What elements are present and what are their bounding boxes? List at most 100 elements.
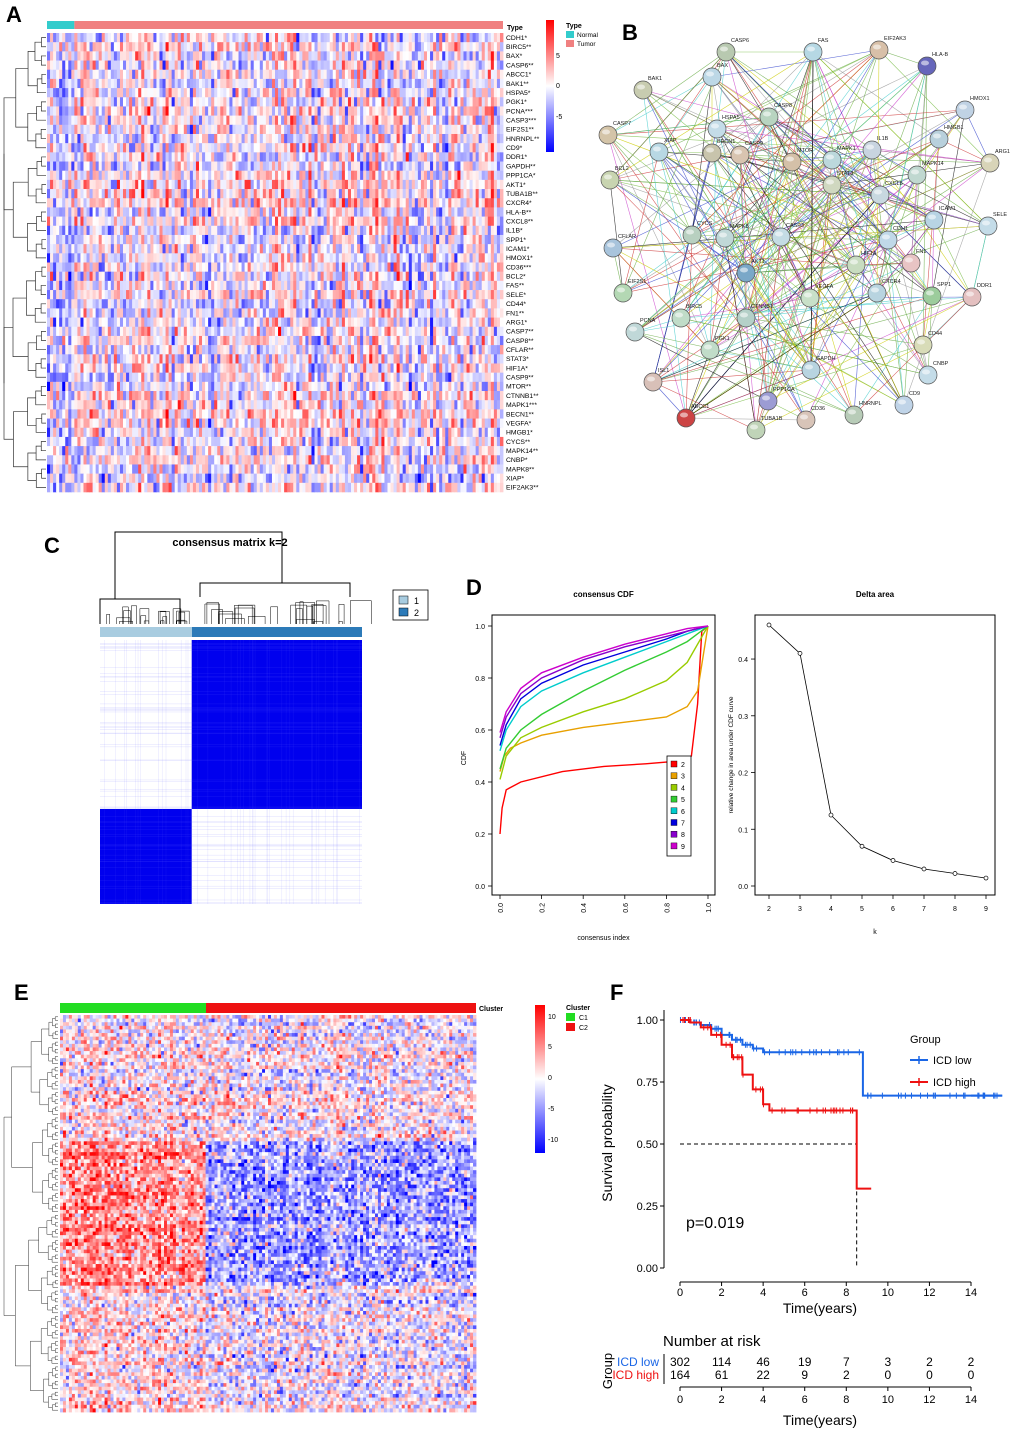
heat-cell bbox=[375, 299, 378, 308]
heat-cell bbox=[77, 106, 80, 115]
heat-cell bbox=[287, 143, 290, 152]
heat-cell bbox=[387, 217, 390, 226]
heat-cell bbox=[214, 281, 217, 290]
heat-cell bbox=[117, 198, 120, 207]
heat-cell bbox=[99, 171, 102, 180]
heat-cell bbox=[327, 244, 330, 253]
heat-cell bbox=[296, 116, 299, 125]
heat-cell bbox=[375, 217, 378, 226]
heat-cell bbox=[299, 207, 302, 216]
heat-cell bbox=[372, 134, 375, 143]
heat-cell bbox=[439, 106, 442, 115]
heat-cell bbox=[357, 207, 360, 216]
heat-cell bbox=[327, 162, 330, 171]
heat-cell bbox=[217, 70, 220, 79]
heat-cell bbox=[412, 134, 415, 143]
heat-cell bbox=[220, 281, 223, 290]
heat-cell bbox=[400, 253, 403, 262]
heat-cell bbox=[324, 162, 327, 171]
heat-cell bbox=[315, 198, 318, 207]
heat-cell bbox=[284, 281, 287, 290]
heat-cell bbox=[372, 207, 375, 216]
heat-cell bbox=[71, 272, 74, 281]
heat-cell bbox=[318, 180, 321, 189]
heat-cell bbox=[159, 308, 162, 317]
heat-cell bbox=[232, 88, 235, 97]
heat-cell bbox=[68, 79, 71, 88]
heat-cell bbox=[500, 162, 503, 171]
heat-cell bbox=[363, 171, 366, 180]
heat-cell bbox=[308, 290, 311, 299]
heat-cell bbox=[117, 33, 120, 42]
heat-cell bbox=[485, 198, 488, 207]
heat-cell bbox=[473, 217, 476, 226]
heat-cell bbox=[418, 263, 421, 272]
heat-cell bbox=[391, 116, 394, 125]
heat-cell bbox=[266, 272, 269, 281]
heat-cell bbox=[138, 198, 141, 207]
heat-cell bbox=[163, 97, 166, 106]
heat-cell bbox=[302, 106, 305, 115]
heat-cell bbox=[296, 235, 299, 244]
heat-cell bbox=[65, 88, 68, 97]
heat-cell bbox=[381, 143, 384, 152]
heat-cell bbox=[208, 253, 211, 262]
heat-cell bbox=[172, 180, 175, 189]
heat-cell bbox=[336, 152, 339, 161]
heat-cell bbox=[135, 217, 138, 226]
heat-cell bbox=[415, 33, 418, 42]
heat-cell bbox=[232, 308, 235, 317]
heat-cell bbox=[263, 33, 266, 42]
heat-cell bbox=[141, 235, 144, 244]
heat-cell bbox=[415, 162, 418, 171]
heat-cell bbox=[460, 189, 463, 198]
heat-cell bbox=[266, 217, 269, 226]
dendrogram-branch bbox=[27, 223, 36, 251]
heat-cell bbox=[333, 61, 336, 70]
heat-cell bbox=[163, 180, 166, 189]
heat-cell bbox=[248, 33, 251, 42]
heat-cell bbox=[363, 180, 366, 189]
heat-cell bbox=[62, 290, 65, 299]
heat-cell bbox=[147, 116, 150, 125]
heat-cell bbox=[406, 253, 409, 262]
heat-cell bbox=[62, 253, 65, 262]
heat-cell bbox=[284, 235, 287, 244]
heat-cell bbox=[257, 143, 260, 152]
heat-cell bbox=[381, 308, 384, 317]
heat-cell bbox=[263, 226, 266, 235]
heat-cell bbox=[150, 97, 153, 106]
heat-cell bbox=[318, 198, 321, 207]
heat-cell bbox=[366, 226, 369, 235]
heat-cell bbox=[257, 51, 260, 60]
heat-cell bbox=[99, 125, 102, 134]
heat-cell bbox=[470, 180, 473, 189]
heat-cell bbox=[281, 171, 284, 180]
heat-cell bbox=[342, 70, 345, 79]
heat-cell bbox=[65, 61, 68, 70]
heat-cell bbox=[342, 88, 345, 97]
heat-cell bbox=[497, 244, 500, 253]
heat-cell bbox=[144, 235, 147, 244]
heat-cell bbox=[59, 70, 62, 79]
heat-cell bbox=[144, 70, 147, 79]
heat-cell bbox=[354, 263, 357, 272]
heat-cell bbox=[196, 33, 199, 42]
heat-cell bbox=[345, 125, 348, 134]
heat-cell bbox=[403, 79, 406, 88]
heat-cell bbox=[406, 171, 409, 180]
heat-cell bbox=[339, 143, 342, 152]
heat-cell bbox=[93, 253, 96, 262]
heat-cell bbox=[391, 171, 394, 180]
heat-cell bbox=[302, 61, 305, 70]
heat-cell bbox=[71, 235, 74, 244]
heat-cell bbox=[135, 207, 138, 216]
heat-cell bbox=[433, 42, 436, 51]
heat-cell bbox=[269, 235, 272, 244]
heat-cell bbox=[445, 281, 448, 290]
heat-cell bbox=[83, 51, 86, 60]
heat-cell bbox=[375, 162, 378, 171]
heat-cell bbox=[211, 235, 214, 244]
heat-cell bbox=[117, 281, 120, 290]
heat-cell bbox=[415, 263, 418, 272]
